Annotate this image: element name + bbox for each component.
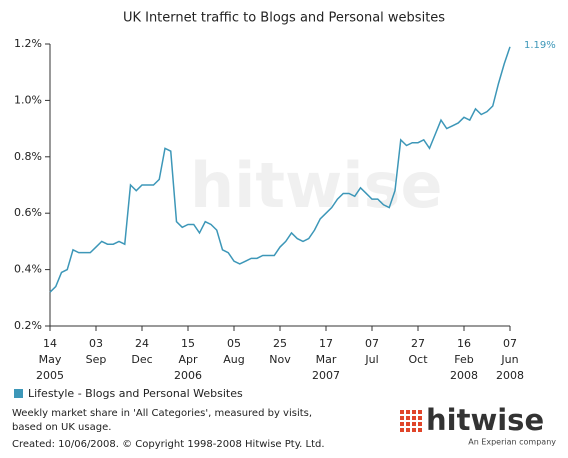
chart-title: UK Internet traffic to Blogs and Persona… <box>123 11 445 26</box>
footnote: based on UK usage. <box>12 422 111 433</box>
x-tick-label: 2005 <box>36 369 64 382</box>
logo-name: hitwise <box>426 403 544 437</box>
x-tick-label: 07 <box>365 337 379 350</box>
x-tick-label: Aug <box>223 353 244 366</box>
logo: hitwise An Experian company <box>400 403 556 447</box>
legend-label: Lifestyle - Blogs and Personal Websites <box>28 387 243 400</box>
y-tick-label: 0.6% <box>14 206 42 219</box>
legend-swatch <box>14 389 23 398</box>
x-tick-label: 25 <box>273 337 287 350</box>
y-tick-label: 0.4% <box>14 263 42 276</box>
x-tick-label: 27 <box>411 337 425 350</box>
x-tick-label: 16 <box>457 337 471 350</box>
y-tick-label: 0.8% <box>14 150 42 163</box>
x-tick-label: Jul <box>364 353 378 366</box>
x-tick-label: 2007 <box>312 369 340 382</box>
x-tick-label: Dec <box>131 353 152 366</box>
x-tick-label: 14 <box>43 337 57 350</box>
x-tick-label: May <box>39 353 62 366</box>
x-tick-label: Nov <box>269 353 291 366</box>
y-tick-label: 1.0% <box>14 93 42 106</box>
line <box>49 46 511 293</box>
x-tick-label: 2006 <box>174 369 202 382</box>
value-label: 1.19% <box>524 40 556 51</box>
watermark: hitwise <box>190 149 443 222</box>
x-tick-label: 15 <box>181 337 195 350</box>
x-tick-label: Apr <box>178 353 198 366</box>
x-tick-label: 05 <box>227 337 241 350</box>
x-tick-label: Jun <box>500 353 518 366</box>
x-tick-label: Oct <box>408 353 428 366</box>
x-tick-label: Mar <box>316 353 337 366</box>
watermark-text: hitwise <box>190 149 443 222</box>
x-tick-label: 03 <box>89 337 103 350</box>
x-tick-label: Sep <box>86 353 107 366</box>
x-tick-label: 07 <box>503 337 517 350</box>
x-tick-label: 2008 <box>450 369 478 382</box>
footnote: Created: 10/06/2008. © Copyright 1998-20… <box>12 439 325 450</box>
footnote: Weekly market share in 'All Categories',… <box>12 408 312 419</box>
x-tick-label: 17 <box>319 337 333 350</box>
y-tick-label: 0.2% <box>14 319 42 332</box>
y-tick-label: 1.2% <box>14 37 42 50</box>
x-tick-label: 24 <box>135 337 149 350</box>
x-tick-label: 2008 <box>496 369 524 382</box>
logo-tagline: An Experian company <box>468 438 556 447</box>
x-tick-label: Feb <box>454 353 473 366</box>
